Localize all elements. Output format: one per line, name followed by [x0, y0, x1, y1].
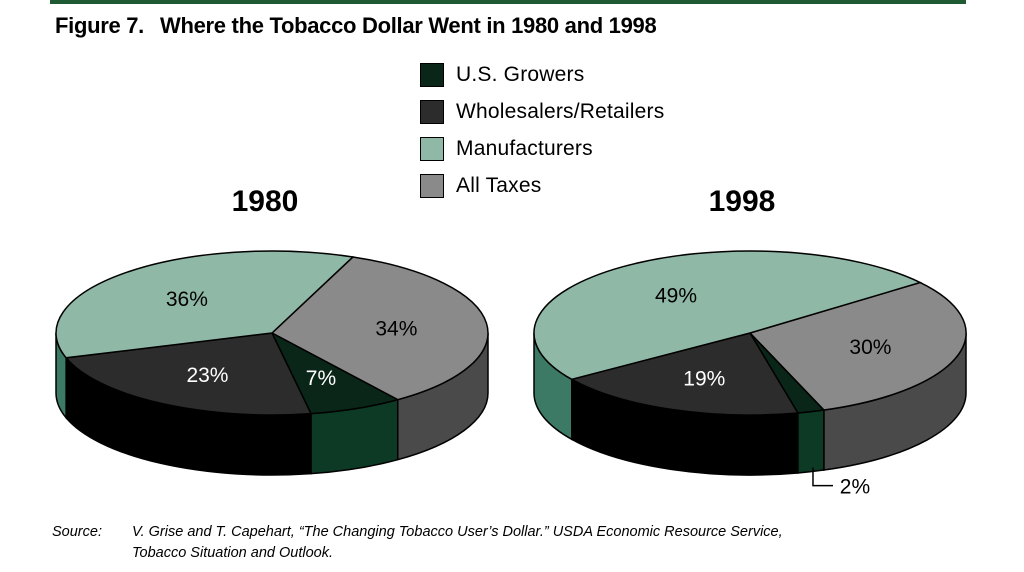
source-note: Source: V. Grise and T. Capehart, “The Ch…	[52, 522, 783, 564]
source-line-2: Tobacco Situation and Outlook.	[132, 545, 333, 561]
pie-1998-slice-all-taxes	[748, 281, 967, 411]
top-rule	[50, 0, 966, 4]
pie-1980-slice-wholesalers-retailers	[64, 332, 313, 416]
pie-1980-label-all-taxes: 34%	[375, 317, 417, 340]
pie-1980-slice-all-taxes	[270, 256, 489, 401]
legend-label: Wholesalers/Retailers	[456, 99, 665, 123]
figure-number: Figure 7.	[55, 13, 144, 38]
pie-1998-label-manufacturers: 49%	[655, 285, 697, 308]
pie-title-1998: 1998	[708, 185, 776, 218]
legend-label: U.S. Growers	[456, 62, 585, 86]
pie-1998-callout-line	[812, 467, 833, 487]
pie-1998-side-us-growers	[797, 409, 825, 474]
legend-label: Manufacturers	[456, 136, 593, 160]
pie-1998-label-wholesalers-retailers: 19%	[683, 367, 725, 390]
pie-1980-label-manufacturers: 36%	[166, 288, 208, 311]
pie-1998-slice-manufacturers	[533, 250, 923, 381]
figure-title-text: Where the Tobacco Dollar Went in 1980 an…	[160, 13, 657, 38]
legend-swatch	[420, 62, 444, 87]
pie-1998-slice-wholesalers-retailers	[569, 332, 800, 416]
figure-title: Figure 7. Where the Tobacco Dollar Went i…	[55, 13, 657, 39]
source-label: Source:	[52, 524, 102, 540]
pie-title-1980: 1980	[231, 185, 299, 218]
pie-1980-slice-manufacturers	[55, 250, 355, 359]
legend-swatch	[420, 173, 444, 198]
legend-swatch	[420, 99, 444, 124]
legend-item-us-growers: U.S. Growers	[420, 56, 664, 93]
legend-item-manufacturers: Manufacturers	[420, 130, 664, 167]
pie-1998-label-us-growers: 2%	[840, 476, 870, 499]
legend-item-all-taxes: All Taxes	[420, 167, 664, 204]
legend-item-wholesalers-retailers: Wholesalers/Retailers	[420, 93, 664, 130]
legend-swatch	[420, 136, 444, 161]
pie-1998-label-all-taxes: 30%	[849, 336, 891, 359]
pie-1980-label-us-growers: 7%	[306, 367, 336, 390]
legend-label: All Taxes	[456, 173, 542, 197]
source-line-1: V. Grise and T. Capehart, “The Changing …	[132, 524, 783, 540]
legend: U.S. Growers Wholesalers/Retailers Manuf…	[420, 56, 664, 204]
pie-1980-label-wholesalers-retailers: 23%	[186, 364, 228, 387]
